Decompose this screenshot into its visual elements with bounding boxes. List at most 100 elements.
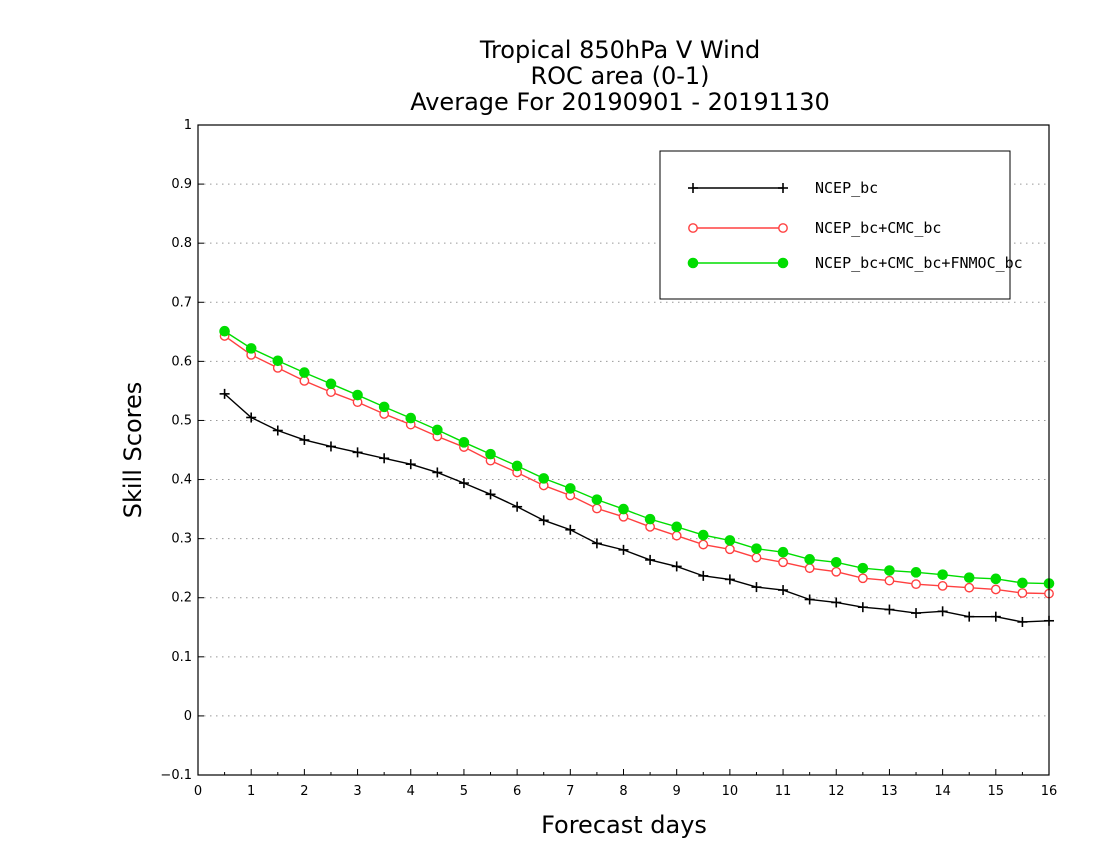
- x-tick-label: 0: [194, 784, 202, 799]
- data-point-plus: [724, 574, 735, 585]
- legend-entry: NCEP_bc: [688, 179, 878, 197]
- data-point-plus: [645, 554, 656, 565]
- x-axis-ticks: 0 1 2 3 4 5 6 7 8 9 10 11 12 13 14 15 16: [194, 769, 1057, 799]
- data-point-filled-circle: [777, 546, 789, 558]
- x-tick-label: 13: [881, 784, 898, 799]
- data-point-plus: [325, 441, 336, 452]
- data-point-plus: [485, 489, 496, 500]
- y-tick-label: 0.1: [171, 650, 192, 665]
- data-point-plus: [671, 561, 682, 572]
- x-tick-label: 14: [934, 784, 951, 799]
- data-point-plus: [565, 524, 576, 535]
- series-group: [219, 325, 1055, 627]
- data-point-filled-circle: [458, 437, 470, 448]
- data-point-plus: [964, 611, 975, 622]
- data-point-open-circle: [937, 581, 948, 591]
- data-point-open-circle: [911, 579, 921, 590]
- x-tick-label: 10: [722, 784, 739, 799]
- series-line: [224, 330, 1050, 585]
- data-point-open-circle: [964, 582, 975, 593]
- data-point-plus: [778, 585, 789, 596]
- data-point-filled-circle: [511, 460, 523, 472]
- data-point-filled-circle: [937, 569, 948, 580]
- data-point-open-circle: [990, 584, 1001, 595]
- data-point-plus: [831, 597, 842, 608]
- data-point-open-circle: [592, 503, 602, 514]
- chart-title-line-1: Tropical 850hPa V Wind: [479, 36, 760, 64]
- legend-label: NCEP_bc+CMC_bc+FNMOC_bc: [815, 254, 1023, 272]
- x-tick-label: 6: [513, 784, 521, 799]
- legend-box: [659, 150, 1011, 300]
- x-tick-label: 4: [407, 784, 415, 799]
- legend-label: NCEP_bc: [815, 179, 878, 197]
- y-tick-label: 1: [184, 118, 192, 133]
- data-point-open-circle: [884, 575, 895, 586]
- y-tick-label: 0.7: [171, 295, 192, 310]
- data-point-filled-circle: [378, 401, 390, 413]
- data-point-filled-circle: [777, 257, 789, 269]
- data-point-plus: [751, 582, 762, 593]
- y-tick-label: 0.5: [171, 413, 192, 428]
- x-tick-label: 7: [566, 784, 574, 799]
- data-point-plus: [778, 183, 788, 193]
- data-point-plus: [937, 606, 948, 617]
- legend-entry: NCEP_bc+CMC_bc: [688, 219, 941, 237]
- data-point-filled-circle: [219, 325, 230, 337]
- data-point-plus: [458, 478, 469, 489]
- data-point-filled-circle: [1017, 577, 1028, 589]
- data-point-filled-circle: [538, 473, 550, 484]
- x-tick-label: 12: [828, 784, 845, 799]
- data-point-open-circle: [698, 539, 709, 550]
- data-point-filled-circle: [910, 567, 922, 578]
- data-point-plus: [379, 453, 390, 464]
- data-point-plus: [219, 388, 230, 399]
- data-point-filled-circle: [830, 556, 842, 568]
- data-point-open-circle: [724, 544, 735, 555]
- series-2: [219, 331, 1054, 599]
- data-point-filled-circle: [724, 535, 736, 546]
- y-tick-label: 0.8: [171, 236, 192, 251]
- data-point-open-circle: [857, 573, 868, 584]
- y-tick-label: 0: [184, 709, 192, 724]
- x-tick-label: 11: [775, 784, 792, 799]
- data-point-filled-circle: [325, 378, 337, 390]
- data-point-plus: [432, 467, 443, 478]
- data-point-filled-circle: [565, 483, 576, 494]
- data-point-filled-circle: [687, 257, 699, 269]
- chart-title-line-2: ROC area (0-1): [530, 62, 709, 90]
- data-point-filled-circle: [884, 565, 895, 576]
- data-point-plus: [538, 515, 549, 526]
- y-tick-label: 0.4: [171, 473, 192, 488]
- legend: NCEP_bc NCEP_bc+CMC_bc NCEP_bc+CMC_bc+FNMO…: [659, 150, 1023, 300]
- data-point-open-circle: [778, 223, 788, 233]
- y-tick-label: 0.3: [171, 532, 192, 547]
- data-point-open-circle: [688, 223, 698, 233]
- data-point-filled-circle: [485, 448, 496, 460]
- data-point-filled-circle: [272, 355, 284, 367]
- data-point-plus: [1017, 616, 1028, 627]
- y-tick-label: −0.1: [160, 768, 192, 783]
- x-tick-label: 15: [988, 784, 1005, 799]
- legend-label: NCEP_bc+CMC_bc: [815, 219, 941, 237]
- x-tick-label: 16: [1041, 784, 1058, 799]
- data-point-plus: [884, 604, 895, 615]
- data-point-filled-circle: [299, 367, 310, 378]
- data-point-plus: [352, 447, 363, 458]
- data-point-filled-circle: [644, 513, 656, 525]
- series-1: [219, 388, 1054, 627]
- x-tick-label: 5: [460, 784, 468, 799]
- data-point-filled-circle: [671, 521, 682, 533]
- data-point-filled-circle: [697, 529, 709, 541]
- data-point-plus: [618, 544, 629, 555]
- y-tick-label: 0.2: [171, 591, 192, 606]
- data-point-open-circle: [804, 563, 815, 574]
- x-axis-label: Forecast days: [541, 811, 707, 839]
- y-axis-label: Skill Scores: [119, 382, 147, 519]
- data-point-plus: [698, 570, 709, 581]
- data-point-open-circle: [326, 387, 336, 397]
- data-point-open-circle: [778, 557, 788, 568]
- data-point-plus: [911, 608, 922, 619]
- y-tick-label: 0.6: [171, 354, 192, 369]
- series-line: [224, 393, 1050, 623]
- data-point-open-circle: [1017, 588, 1028, 598]
